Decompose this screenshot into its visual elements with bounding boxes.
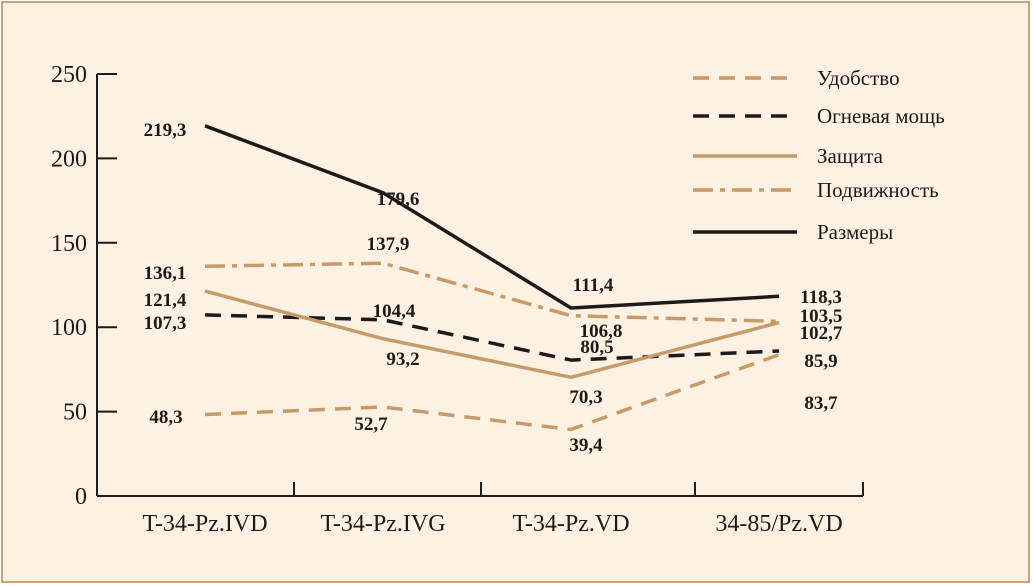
data-label: 80,5 [580, 337, 613, 358]
y-tick-label: 250 [51, 62, 87, 88]
data-label: 70,3 [569, 387, 602, 408]
legend-label: Удобство [817, 66, 900, 90]
data-label: 179,6 [377, 189, 420, 210]
series-line [204, 124, 780, 310]
data-label: 48,3 [149, 407, 182, 428]
data-label: 39,4 [569, 435, 603, 456]
y-tick-label: 0 [75, 484, 87, 510]
legend-label: Защита [817, 144, 884, 168]
x-tick-label: T-34-Pz.VD [512, 511, 629, 537]
x-tick-label: T-34-Pz.IVG [320, 511, 445, 537]
axes: 0 50 100 150 200 250 T-34-Pz.IVD T-34-Pz.IVG T-3… [51, 62, 864, 537]
data-label: 219,3 [144, 120, 187, 141]
data-label: 106,8 [580, 321, 623, 342]
series-lines [204, 124, 780, 432]
y-tick-label: 100 [51, 315, 87, 341]
x-tick-label: 34-85/Pz.VD [715, 511, 842, 537]
data-labels: 48,3 52,7 39,4 83,7 107,3 104,4 80,5 85,9 121,4 9… [144, 120, 843, 456]
series-line [204, 289, 780, 380]
data-label: 137,9 [367, 234, 410, 255]
series-line [204, 313, 780, 362]
y-tick-label: 150 [51, 231, 87, 257]
data-label: 102,7 [800, 323, 843, 344]
x-tick-label: T-34-Pz.IVD [142, 511, 267, 537]
legend-label: Подвижность [817, 178, 939, 202]
data-label: 85,9 [804, 351, 837, 372]
legend: Удобство Огневая мощь Защита Подвижность Раз… [693, 66, 945, 244]
data-label: 107,3 [144, 313, 187, 334]
legend-label: Огневая мощь [817, 104, 945, 128]
data-label: 121,4 [144, 290, 187, 311]
series-line [204, 353, 780, 432]
data-label: 104,4 [373, 301, 416, 322]
data-label: 83,7 [804, 393, 838, 414]
data-label: 118,3 [800, 287, 842, 308]
data-label: 136,1 [144, 263, 187, 284]
series-line [204, 261, 780, 324]
y-tick-label: 50 [63, 400, 87, 426]
data-label: 52,7 [354, 414, 388, 435]
legend-label: Размеры [817, 220, 893, 244]
data-label: 111,4 [573, 275, 614, 296]
data-label: 103,5 [800, 306, 843, 327]
data-label: 93,2 [386, 349, 419, 370]
y-tick-label: 200 [51, 146, 87, 172]
